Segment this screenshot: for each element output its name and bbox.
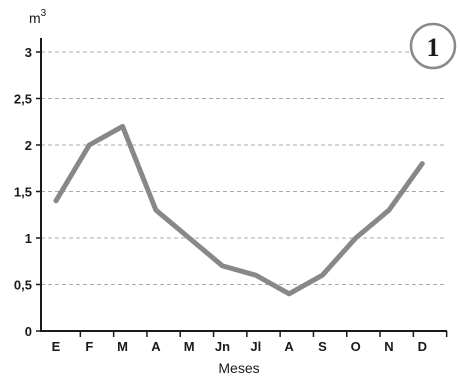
x-tick-label: A [284, 339, 294, 354]
y-axis-title-base: m [29, 10, 41, 26]
data-point [187, 236, 192, 240]
data-point [320, 273, 325, 278]
data-point [54, 198, 58, 203]
y-tick-label: 2,5 [14, 92, 32, 107]
x-tick-label: N [384, 339, 393, 354]
data-point [220, 263, 225, 268]
x-tick-label: M [117, 339, 128, 354]
y-tick-label: 2 [25, 138, 32, 153]
x-axis-title: Meses [218, 360, 259, 376]
series-layer [53, 123, 425, 297]
y-axis-title-sup: 3 [41, 8, 47, 19]
x-ticks: E F M A M Jn Jl A S O N D [52, 331, 448, 354]
x-tick-label: Jl [250, 339, 261, 354]
axes [40, 38, 447, 332]
data-point [287, 291, 292, 296]
y-tick-label: 0,5 [14, 278, 32, 293]
x-tick-label: D [418, 339, 427, 354]
x-tick-label: A [151, 339, 161, 354]
data-point [387, 208, 391, 213]
data-point [87, 143, 92, 147]
data-point [253, 273, 258, 278]
y-ticks: 0 0,5 1 1,5 2 2,5 3 [14, 45, 41, 339]
x-tick-label: S [318, 339, 327, 354]
y-tick-label: 0 [25, 324, 32, 339]
x-tick-label: E [52, 339, 61, 354]
x-tick-label: Jn [215, 339, 230, 354]
y-tick-label: 3 [25, 45, 32, 60]
panel-number-circle [409, 22, 457, 70]
series-line [53, 123, 425, 297]
x-tick-label: F [85, 339, 93, 354]
panel-number-badge: 1 [409, 22, 457, 70]
y-axis-title: m3 [29, 8, 47, 26]
grid-lines [41, 51, 447, 285]
x-tick-label: O [351, 339, 361, 354]
data-point [120, 124, 125, 129]
panel-number-text: 1 [427, 33, 440, 62]
x-tick-label: M [184, 339, 195, 354]
y-tick-label: 1 [25, 231, 32, 246]
data-point [153, 208, 158, 213]
data-point [353, 236, 358, 240]
data-point [420, 161, 425, 166]
y-tick-label: 1,5 [14, 185, 32, 200]
